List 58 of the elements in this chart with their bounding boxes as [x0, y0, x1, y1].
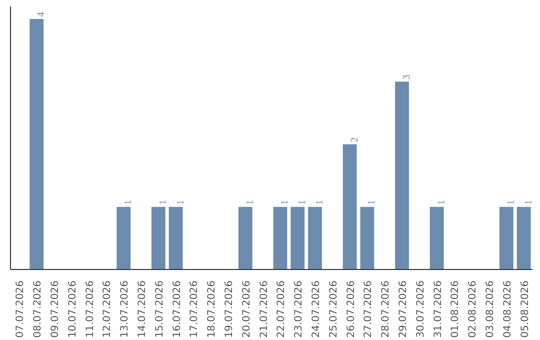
data-label: 1 — [436, 200, 448, 205]
bar — [516, 206, 531, 270]
bar — [430, 206, 444, 270]
x-tick-label: 28.07.2026 — [380, 280, 392, 338]
data-label: 1 — [244, 200, 256, 205]
x-tick-label: 03.08.2026 — [485, 280, 496, 338]
data-label: 4 — [36, 12, 48, 18]
x-tick-label: 13.07.2026 — [120, 280, 131, 338]
bar — [151, 206, 166, 270]
x-tick-label: 16.07.2026 — [172, 280, 183, 338]
bar — [30, 19, 44, 270]
data-label: 1 — [175, 200, 186, 205]
x-tick-label: 10.07.2026 — [67, 280, 78, 338]
x-tick-label: 25.07.2026 — [328, 280, 340, 338]
x-tick-label: 21.07.2026 — [258, 280, 270, 338]
x-tick-label: 09.07.2026 — [50, 280, 61, 338]
x-tick-label: 18.07.2026 — [206, 280, 218, 338]
bar — [499, 206, 514, 270]
data-label: 1 — [366, 200, 378, 205]
x-tick-label: 02.08.2026 — [468, 280, 479, 338]
data-label: 1 — [158, 200, 169, 205]
x-tick-label: 15.07.2026 — [154, 280, 166, 338]
x-tick-label: 20.07.2026 — [241, 280, 252, 338]
x-tick-label: 07.07.2026 — [15, 280, 26, 338]
x-tick-label: 05.08.2026 — [520, 280, 531, 338]
x-tick-label: 17.07.2026 — [189, 280, 200, 338]
x-tick-label: 31.07.2026 — [432, 280, 444, 338]
bar — [273, 206, 288, 270]
x-tick-label: 04.08.2026 — [502, 280, 514, 338]
x-tick-label: 30.07.2026 — [415, 280, 426, 338]
data-label: 1 — [297, 200, 308, 205]
x-tick-label: 22.07.2026 — [276, 280, 288, 338]
x-tick-label: 19.07.2026 — [224, 280, 235, 338]
bar — [395, 82, 409, 270]
data-label: 1 — [314, 200, 326, 205]
x-tick-label: 01.08.2026 — [450, 280, 462, 338]
x-tick-label: 23.07.2026 — [294, 280, 305, 338]
x-tick-label: 14.07.2026 — [137, 280, 148, 338]
data-label: 2 — [349, 137, 360, 142]
bar — [168, 206, 183, 270]
bar — [360, 206, 374, 270]
data-label: 1 — [123, 200, 134, 205]
x-tick-label: 27.07.2026 — [363, 280, 374, 338]
x-tick-label: 26.07.2026 — [346, 280, 357, 338]
x-tick-label: 29.07.2026 — [398, 280, 409, 338]
data-label: 1 — [523, 200, 534, 205]
bar — [342, 144, 357, 270]
x-tick-label: 08.07.2026 — [32, 280, 44, 338]
x-tick-label: 11.07.2026 — [84, 280, 96, 338]
bar — [308, 206, 322, 270]
data-label: 1 — [280, 200, 291, 205]
data-label: 3 — [402, 74, 412, 80]
x-tick-label: 24.07.2026 — [311, 280, 322, 338]
bar — [116, 206, 131, 270]
x-tick-label: 12.07.2026 — [102, 280, 114, 338]
data-label: 1 — [506, 200, 517, 205]
bar — [238, 206, 252, 270]
bar — [290, 206, 305, 270]
